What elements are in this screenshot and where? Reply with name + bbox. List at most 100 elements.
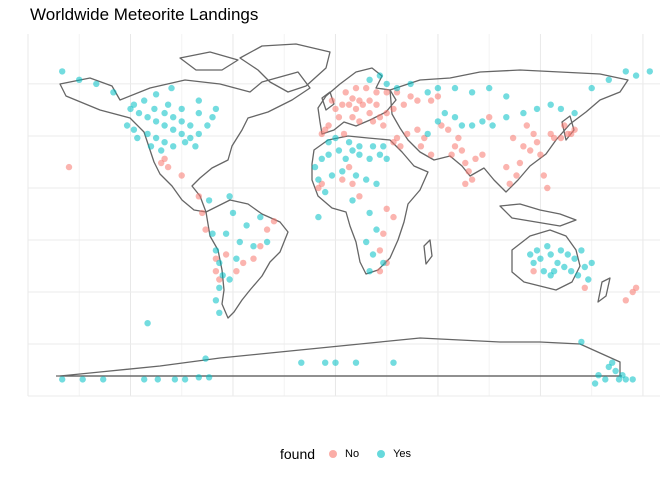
meteorite-point-yes	[451, 84, 459, 92]
meteorite-point-no	[349, 114, 356, 121]
meteorite-point-no	[376, 114, 384, 121]
meteorite-point-yes	[564, 251, 571, 258]
legend-key-no	[329, 450, 338, 458]
meteorite-point-yes	[154, 376, 161, 383]
meteorite-point-yes	[503, 114, 510, 121]
meteorite-point-yes	[322, 188, 329, 196]
meteorite-point-no	[404, 130, 411, 138]
meteorite-point-yes	[315, 176, 322, 183]
meteorite-point-yes	[373, 180, 380, 187]
meteorite-point-no	[407, 93, 414, 100]
meteorite-point-no	[373, 89, 380, 96]
meteorite-point-yes	[571, 255, 578, 262]
meteorite-point-no	[513, 172, 520, 179]
chart-title: Worldwide Meteorite Landings	[30, 5, 259, 24]
meteorite-point-no	[328, 97, 336, 104]
meteorite-point-yes	[236, 238, 243, 246]
meteorite-point-yes	[209, 230, 216, 237]
meteorite-point-yes	[352, 172, 360, 179]
meteorite-point-yes	[144, 114, 151, 121]
meteorite-point-yes	[345, 139, 353, 146]
legend-title: found	[280, 446, 316, 462]
meteorite-points	[59, 68, 653, 387]
meteorite-point-yes	[216, 309, 223, 316]
meteorite-point-yes	[123, 122, 131, 129]
meteorite-point-no	[340, 130, 348, 138]
meteorite-point-yes	[352, 359, 360, 366]
arctic-islands-outline	[179, 51, 239, 71]
meteorite-point-yes	[581, 263, 588, 271]
meteorite-point-no	[434, 93, 442, 100]
meteorite-point-no	[349, 180, 356, 187]
continent-outlines	[56, 43, 629, 377]
british-isles-outline	[321, 91, 335, 111]
meteorite-point-no	[212, 268, 220, 275]
meteorite-point-yes	[152, 91, 160, 98]
meteorite-point-yes	[369, 143, 377, 150]
meteorite-point-no	[445, 126, 452, 133]
meteorite-point-no	[366, 97, 373, 104]
meteorite-point-yes	[530, 259, 537, 267]
meteorite-point-yes	[646, 68, 653, 75]
meteorite-point-yes	[335, 147, 343, 154]
meteorite-point-no	[533, 139, 541, 146]
meteorite-point-yes	[544, 243, 551, 250]
meteorite-point-yes	[332, 359, 339, 366]
meteorite-point-no	[178, 172, 185, 179]
meteorite-point-yes	[527, 251, 534, 258]
meteorite-point-yes	[407, 80, 414, 88]
meteorite-point-yes	[298, 359, 305, 366]
meteorite-point-yes	[390, 359, 397, 366]
meteorite-point-no	[397, 143, 404, 150]
meteorite-point-yes	[76, 76, 83, 84]
meteorite-point-yes	[588, 259, 595, 267]
meteorite-point-yes	[263, 238, 271, 246]
meteorite-point-yes	[363, 176, 370, 183]
meteorite-point-yes	[134, 134, 141, 142]
meteorite-point-yes	[209, 114, 216, 121]
meteorite-point-yes	[144, 130, 151, 138]
meteorite-point-no	[622, 297, 629, 304]
meteorite-point-yes	[424, 89, 431, 96]
legend-label-no: No	[345, 448, 360, 460]
meteorite-point-yes	[178, 118, 185, 125]
meteorite-point-yes	[141, 376, 148, 383]
meteorite-point-yes	[595, 372, 602, 379]
meteorite-point-yes	[178, 105, 185, 113]
meteorite-point-yes	[547, 101, 554, 108]
meteorite-point-no	[458, 147, 466, 154]
meteorite-point-no	[65, 163, 73, 171]
map-grid	[27, 34, 660, 397]
meteorite-point-no	[561, 122, 568, 129]
meteorite-point-no	[263, 226, 271, 233]
meteorite-point-yes	[170, 143, 177, 150]
meteorite-point-yes	[59, 68, 66, 75]
meteorite-point-yes	[376, 72, 384, 79]
meteorite-point-yes	[568, 268, 575, 275]
meteorite-point-no	[506, 180, 513, 187]
meteorite-point-yes	[204, 122, 211, 129]
meteorite-point-no	[335, 114, 343, 121]
madagascar-outline	[423, 239, 433, 265]
meteorite-point-no	[349, 95, 356, 102]
meteorite-point-yes	[434, 84, 442, 92]
meteorite-point-yes	[110, 89, 117, 96]
meteorite-point-yes	[547, 251, 554, 258]
meteorite-point-yes	[144, 320, 151, 327]
meteorite-point-no	[557, 134, 565, 142]
meteorite-point-no	[202, 226, 209, 233]
meteorite-point-yes	[520, 109, 527, 117]
meteorite-point-no	[540, 172, 547, 179]
meteorite-point-yes	[585, 276, 592, 283]
meteorite-point-yes	[393, 84, 401, 92]
africa-outline	[311, 135, 429, 275]
meteorite-point-yes	[170, 114, 177, 121]
meteorite-point-no	[315, 184, 322, 192]
meteorite-point-yes	[322, 359, 329, 366]
meteorite-point-yes	[257, 213, 264, 221]
meteorite-point-no	[369, 118, 377, 125]
meteorite-point-no	[240, 259, 247, 267]
meteorite-point-yes	[212, 105, 220, 113]
meteorite-point-no	[544, 184, 551, 192]
